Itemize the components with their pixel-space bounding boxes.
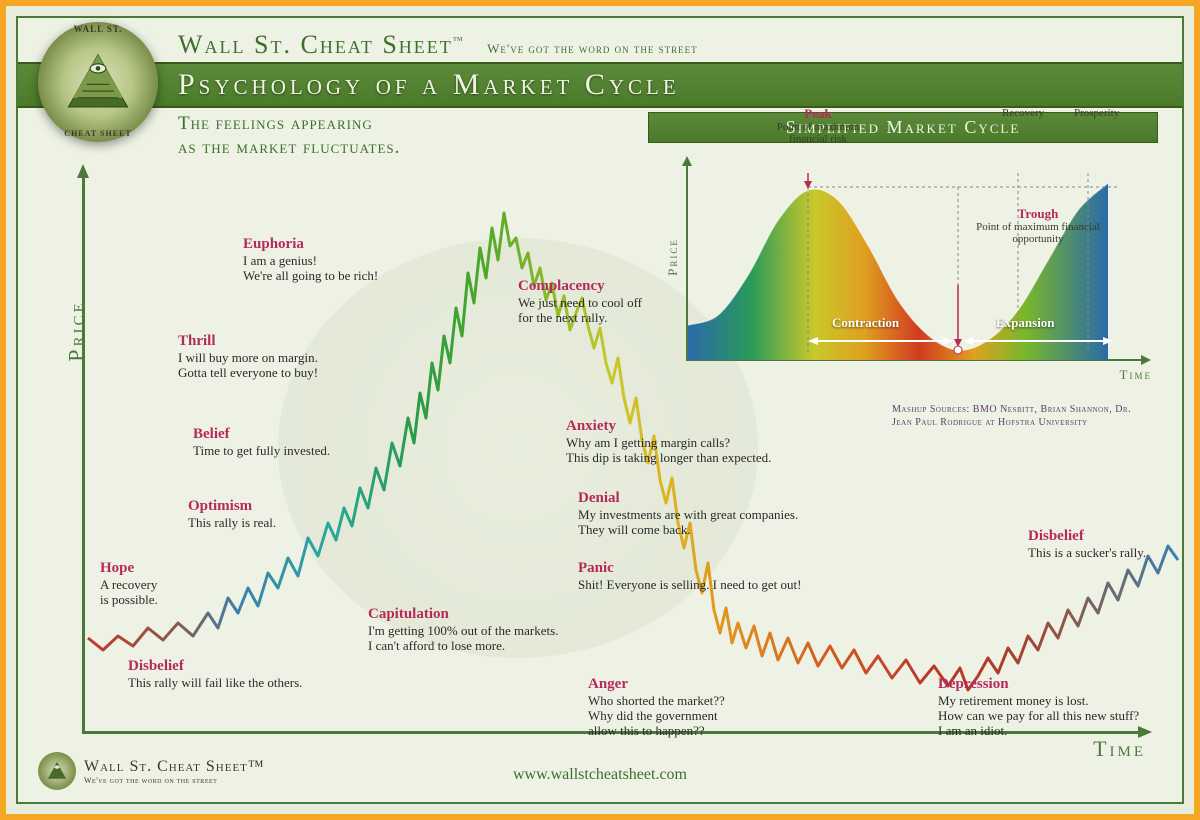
phase-panic: PanicShit! Everyone is selling. I need t…: [578, 560, 801, 593]
mini-contraction: Contraction: [832, 315, 899, 331]
inner-frame: WALL ST. CHEAT SHEET Wall St. Cheat Shee…: [16, 16, 1184, 804]
phase-name: Hope: [100, 560, 158, 577]
phase-name: Complacency: [518, 278, 642, 295]
phase-optimism: OptimismThis rally is real.: [188, 498, 276, 531]
mini-recovery: Recovery: [1002, 107, 1044, 119]
mini-peak-desc: Point of maximum financial risk: [777, 121, 860, 145]
phase-desc: I am a genius!We're all going to be rich…: [243, 253, 378, 283]
tm-mark: ™: [453, 35, 465, 46]
phase-name: Belief: [193, 426, 330, 443]
pyramid-eye-icon: [64, 48, 132, 116]
mini-curve: [648, 155, 1148, 365]
mini-trough: Trough Point of maximum financial opport…: [968, 207, 1108, 245]
mini-peak: Peak Point of maximum financial risk: [758, 107, 878, 145]
phase-name: Depression: [938, 676, 1139, 693]
phase-name: Thrill: [178, 333, 318, 350]
brand-logo: WALL ST. CHEAT SHEET: [38, 22, 158, 142]
phase-complacency: ComplacencyWe just need to cool offfor t…: [518, 278, 642, 326]
subtitle-line1: The feelings appearing: [178, 113, 373, 134]
phase-capitulation: CapitulationI'm getting 100% out of the …: [368, 606, 558, 654]
mini-prosperity: Prosperity: [1074, 107, 1119, 119]
phase-disbelief1: DisbeliefThis rally will fail like the o…: [128, 658, 302, 691]
phase-name: Euphoria: [243, 236, 378, 253]
phase-desc: This is a sucker's rally.: [1028, 545, 1146, 560]
subtitle-line2: as the market fluctuates.: [178, 137, 400, 158]
simplified-cycle-panel: Simplified Market Cycle Price Time: [648, 112, 1158, 392]
phase-desc: This rally is real.: [188, 515, 276, 530]
main-banner: Psychology of a Market Cycle: [18, 62, 1182, 108]
footer-url: www.wallstcheatsheet.com: [18, 766, 1182, 784]
phase-desc: My investments are with great companies.…: [578, 507, 798, 537]
phase-desc: We just need to cool offfor the next ral…: [518, 295, 642, 325]
mini-expansion: Expansion: [996, 315, 1055, 331]
logo-top-text: WALL ST.: [38, 24, 158, 34]
phase-anxiety: AnxietyWhy am I getting margin calls?Thi…: [566, 418, 771, 466]
phase-desc: I will buy more on margin.Gotta tell eve…: [178, 350, 318, 380]
logo-bottom-text: CHEAT SHEET: [38, 129, 158, 138]
phase-name: Anxiety: [566, 418, 771, 435]
phase-name: Panic: [578, 560, 801, 577]
mini-peak-title: Peak: [758, 107, 878, 121]
phase-desc: Time to get fully invested.: [193, 443, 330, 458]
phase-depression: DepressionMy retirement money is lost.Ho…: [938, 676, 1139, 739]
mini-trough-desc: Point of maximum financial opportunity: [976, 221, 1100, 245]
phase-desc: A recoveryis possible.: [100, 577, 158, 607]
phase-name: Optimism: [188, 498, 276, 515]
outer-frame: WALL ST. CHEAT SHEET Wall St. Cheat Shee…: [0, 0, 1200, 820]
mini-x-label: Time: [1120, 367, 1152, 383]
phase-hope: HopeA recoveryis possible.: [100, 560, 158, 608]
header-title: Wall St. Cheat Sheet™ We've got the word…: [178, 30, 1162, 60]
phase-thrill: ThrillI will buy more on margin.Gotta te…: [178, 333, 318, 381]
subtitle: The feelings appearing as the market flu…: [178, 112, 400, 160]
phase-euphoria: EuphoriaI am a genius!We're all going to…: [243, 236, 378, 284]
phase-desc: This rally will fail like the others.: [128, 675, 302, 690]
phase-desc: Shit! Everyone is selling. I need to get…: [578, 577, 801, 592]
phase-name: Capitulation: [368, 606, 558, 623]
phase-name: Disbelief: [1028, 528, 1146, 545]
phase-name: Denial: [578, 490, 798, 507]
phase-denial: DenialMy investments are with great comp…: [578, 490, 798, 538]
brand-name: Wall St. Cheat Sheet: [178, 30, 453, 59]
phase-belief: BeliefTime to get fully invested.: [193, 426, 330, 459]
brand-tagline: We've got the word on the street: [487, 41, 698, 56]
phase-desc: My retirement money is lost.How can we p…: [938, 693, 1139, 738]
mini-chart-plot: Price Time Peak: [648, 149, 1158, 379]
phase-anger: AngerWho shorted the market??Why did the…: [588, 676, 725, 739]
sources-credit: Mashup Sources: BMO Nesbitt, Brian Shann…: [892, 404, 1152, 429]
phase-desc: I'm getting 100% out of the markets.I ca…: [368, 623, 558, 653]
phase-desc: Who shorted the market??Why did the gove…: [588, 693, 725, 738]
phase-name: Anger: [588, 676, 725, 693]
phase-disbelief2: DisbeliefThis is a sucker's rally.: [1028, 528, 1146, 561]
phase-name: Disbelief: [128, 658, 302, 675]
phase-desc: Why am I getting margin calls?This dip i…: [566, 435, 771, 465]
mini-trough-title: Trough: [968, 207, 1108, 221]
